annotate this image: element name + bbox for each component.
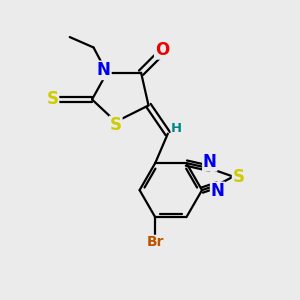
Text: N: N xyxy=(211,182,225,200)
Text: S: S xyxy=(110,116,122,134)
Text: O: O xyxy=(155,41,169,59)
Text: N: N xyxy=(203,153,217,171)
Text: Br: Br xyxy=(146,236,164,249)
Text: N: N xyxy=(97,61,111,79)
Text: H: H xyxy=(171,122,182,135)
Text: S: S xyxy=(46,91,58,109)
Text: S: S xyxy=(232,168,244,186)
